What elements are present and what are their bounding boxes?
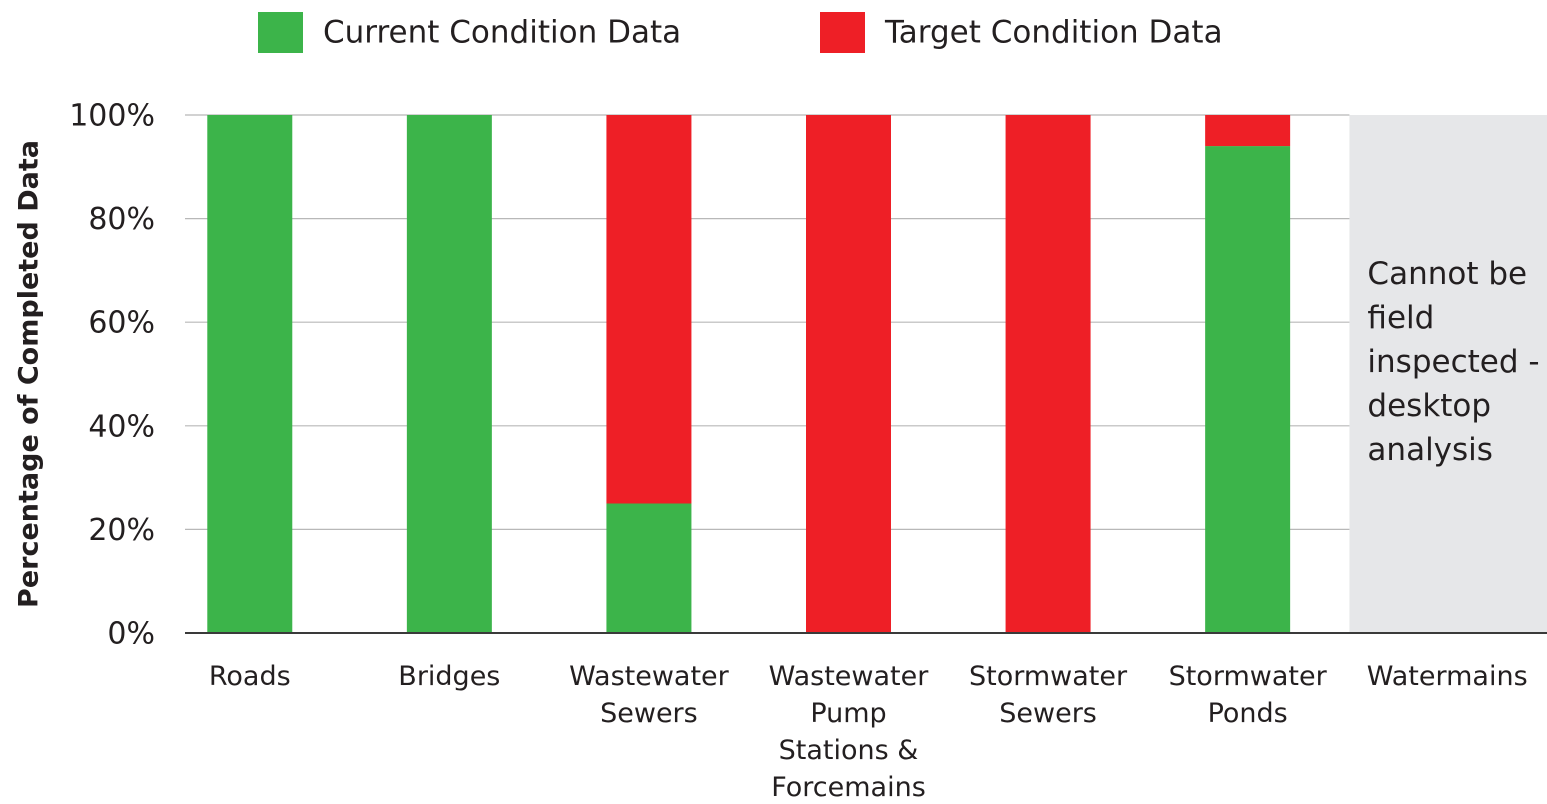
x-tick-label: Roads [208, 661, 291, 692]
bar-segment [1205, 146, 1291, 633]
y-tick-label: 20% [88, 513, 155, 548]
y-tick-label: 100% [69, 99, 155, 134]
no-data-region [1349, 115, 1547, 633]
legend-label: Current Condition Data [323, 15, 681, 51]
y-tick-label: 40% [88, 409, 155, 444]
bar-segment [1205, 115, 1291, 147]
legend-swatch [820, 12, 865, 53]
bar-segment [406, 115, 492, 633]
x-tick-label: Watermains [1366, 661, 1528, 692]
y-tick-label: 80% [88, 202, 155, 237]
x-tick-label: Stormwater Sewers [969, 661, 1128, 729]
bar-segment [1005, 115, 1091, 633]
x-tick-label: Bridges [398, 661, 501, 692]
bar-segment [207, 115, 293, 633]
y-axis-label: Percentage of Completed Data [14, 140, 45, 608]
y-tick-label: 0% [107, 617, 155, 652]
x-tick-label: Stormwater Ponds [1168, 661, 1327, 729]
legend-swatch [258, 12, 303, 53]
legend-label: Target Condition Data [884, 15, 1223, 51]
y-tick-label: 60% [88, 306, 155, 341]
x-tick-label: Wastewater Sewers [569, 661, 729, 729]
x-tick-label: Wastewater Pump Stations & Forcemains [768, 661, 929, 803]
bar-segment [806, 115, 891, 633]
bar-segment [606, 115, 692, 504]
annotation: Cannot be field inspected - desktop anal… [1367, 256, 1540, 468]
bar-segment [606, 503, 692, 633]
